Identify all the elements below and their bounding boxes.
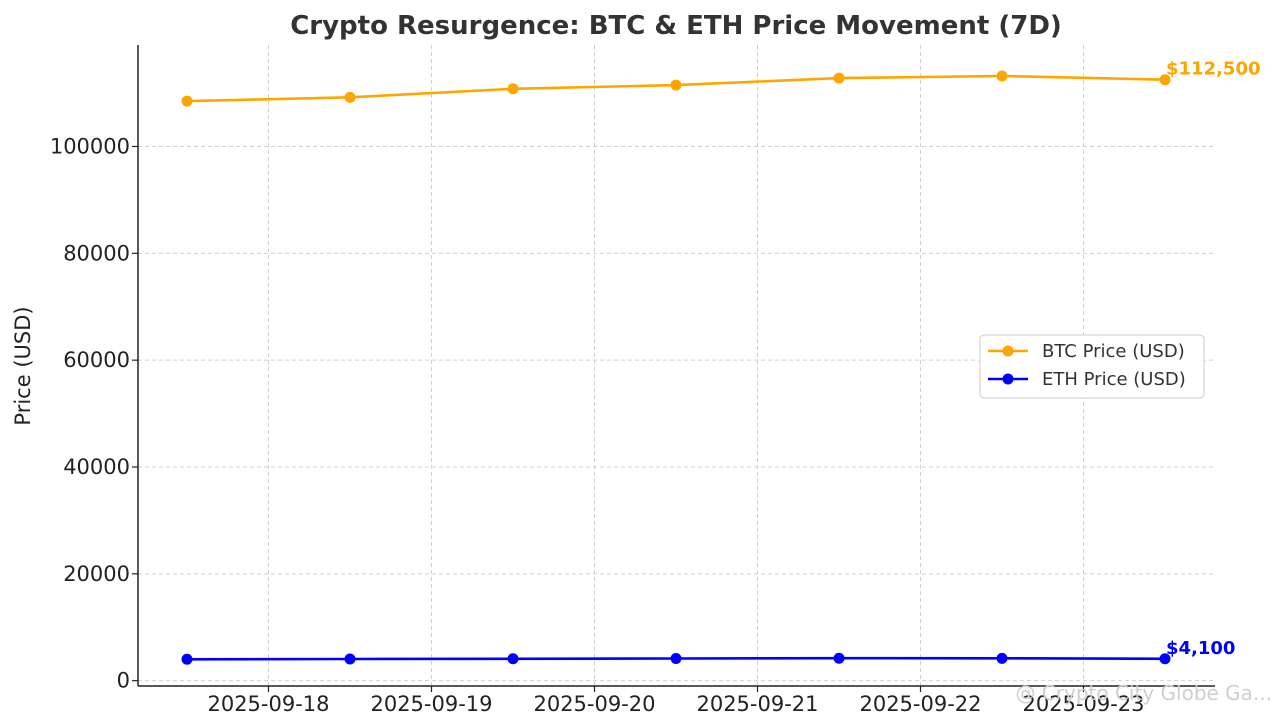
y-tick-label: 100000	[50, 134, 130, 158]
series-layer: $112,500 $4,100	[181, 59, 1261, 665]
btc-point	[1159, 74, 1171, 86]
y-tick-label: 0	[117, 669, 130, 693]
x-tick-label: 2025-09-18	[207, 692, 329, 716]
chart-title: Crypto Resurgence: BTC & ETH Price Movem…	[290, 11, 1062, 41]
x-tick-label: 2025-09-22	[859, 692, 981, 716]
btc-point	[181, 95, 193, 107]
x-tick-label: 2025-09-20	[533, 692, 655, 716]
axes	[137, 45, 1215, 687]
legend-eth-label: ETH Price (USD)	[1042, 369, 1186, 390]
eth-point	[670, 652, 682, 664]
btc-point	[833, 72, 845, 84]
legend-btc-marker	[1002, 345, 1014, 357]
legend-btc-label: BTC Price (USD)	[1042, 341, 1185, 362]
eth-point	[344, 653, 356, 665]
eth-point	[833, 652, 845, 664]
eth-point	[181, 653, 193, 665]
x-tick-label: 2025-09-23	[1022, 692, 1144, 716]
watermark: @ Crypto City Globe Ga...	[1015, 681, 1272, 705]
btc-point	[670, 79, 682, 91]
btc-end-label: $112,500	[1166, 59, 1261, 80]
y-tick-label: 40000	[63, 455, 130, 479]
y-tick-label: 60000	[63, 348, 130, 372]
legend-box	[979, 334, 1205, 399]
btc-point	[344, 91, 356, 103]
eth-point	[996, 652, 1008, 664]
legend: BTC Price (USD) ETH Price (USD)	[979, 334, 1205, 399]
y-tick-label: 80000	[63, 241, 130, 265]
y-tick-label: 20000	[63, 562, 130, 586]
eth-point	[1159, 653, 1171, 665]
legend-eth-marker	[1002, 373, 1014, 385]
y-axis-label: Price (USD)	[11, 306, 35, 425]
btc-point	[996, 70, 1008, 82]
eth-point	[507, 653, 519, 665]
eth-end-label: $4,100	[1166, 638, 1235, 659]
x-tick-label: 2025-09-19	[370, 692, 492, 716]
tick-labels: 0 20000 40000 60000 80000 100000 2025-09-18 202…	[50, 134, 1145, 716]
btc-point	[507, 83, 519, 95]
x-tick-label: 2025-09-21	[696, 692, 818, 716]
